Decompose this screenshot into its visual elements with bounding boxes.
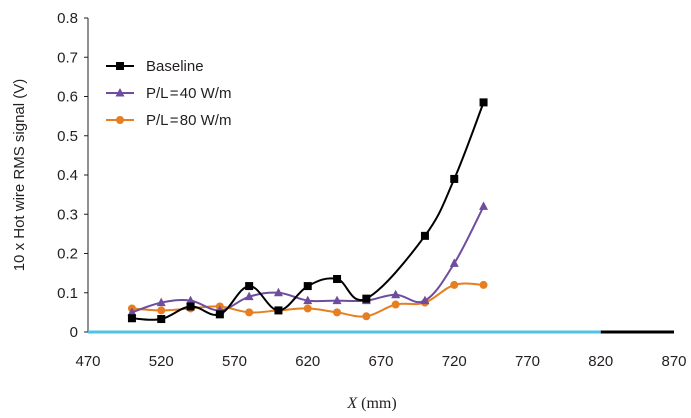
- series-triangle-group: [127, 201, 489, 316]
- data-point: [333, 308, 342, 317]
- data-point: [449, 258, 459, 267]
- x-axis-label: X (mm): [346, 395, 396, 412]
- data-point: [156, 297, 166, 307]
- x-tick-label: 820: [588, 353, 613, 370]
- x-axis-variable: X: [346, 395, 358, 412]
- y-tick-label: 0.5: [57, 128, 78, 145]
- series-layer: [127, 98, 489, 324]
- legend-label: Baseline: [146, 58, 204, 75]
- x-axis-ticks: 470 520 570 620 670 720 770 820 870: [75, 353, 686, 370]
- data-point: [420, 231, 429, 240]
- y-tick-label: 0.6: [57, 89, 78, 106]
- legend-swatch-marker: [115, 88, 125, 97]
- x-tick-label: 570: [222, 353, 247, 370]
- data-point: [332, 295, 342, 305]
- legend-label: P/L = 40 W/m: [146, 85, 231, 102]
- data-point: [215, 310, 224, 319]
- data-point: [157, 315, 166, 324]
- y-tick-label: 0.7: [57, 49, 78, 66]
- data-point: [479, 98, 488, 107]
- data-point: [362, 294, 371, 303]
- x-tick-label: 670: [368, 353, 393, 370]
- data-point: [479, 201, 489, 210]
- y-axis-label: 10 x Hot wire RMS signal (V): [11, 79, 28, 272]
- data-point: [157, 306, 166, 315]
- y-tick-label: 0: [70, 324, 78, 341]
- y-tick-label: 0.8: [57, 10, 78, 27]
- y-tick-label: 0.1: [57, 285, 78, 302]
- data-point: [303, 295, 313, 305]
- series-square-group: [127, 98, 488, 324]
- legend-label: P/L = 80 W/m: [146, 112, 231, 129]
- data-point: [186, 295, 196, 305]
- x-tick-label: 870: [661, 353, 686, 370]
- data-point: [245, 282, 254, 291]
- y-tick-label: 0.2: [57, 246, 78, 263]
- legend-swatch-marker: [116, 116, 124, 124]
- y-tick-label: 0.4: [57, 167, 78, 184]
- data-point: [333, 275, 342, 284]
- data-point: [303, 304, 312, 313]
- data-point: [273, 287, 283, 297]
- data-point: [186, 302, 195, 311]
- legend-swatch-marker: [116, 62, 124, 70]
- data-point: [479, 280, 488, 289]
- data-point: [127, 314, 136, 323]
- data-point: [127, 307, 137, 316]
- data-point: [274, 306, 283, 315]
- x-tick-label: 720: [442, 353, 467, 370]
- data-point: [391, 289, 401, 299]
- data-point: [244, 291, 254, 301]
- legend: Baseline P/L = 40 W/m P/L = 80 W/m: [106, 58, 231, 129]
- data-point: [450, 174, 459, 183]
- x-axis-unit: (mm): [357, 395, 397, 412]
- x-tick-label: 770: [515, 353, 540, 370]
- data-point: [391, 300, 400, 309]
- x-tick-label: 470: [75, 353, 100, 370]
- data-point: [362, 312, 371, 321]
- data-point: [303, 282, 312, 291]
- data-point: [450, 280, 459, 289]
- x-tick-label: 620: [295, 353, 320, 370]
- data-point: [420, 295, 430, 305]
- data-point: [245, 308, 254, 317]
- y-tick-label: 0.3: [57, 206, 78, 223]
- x-tick-label: 520: [149, 353, 174, 370]
- y-axis-ticks: 0 0.1 0.2 0.3 0.4 0.5 0.6 0.7 0.8: [57, 10, 88, 341]
